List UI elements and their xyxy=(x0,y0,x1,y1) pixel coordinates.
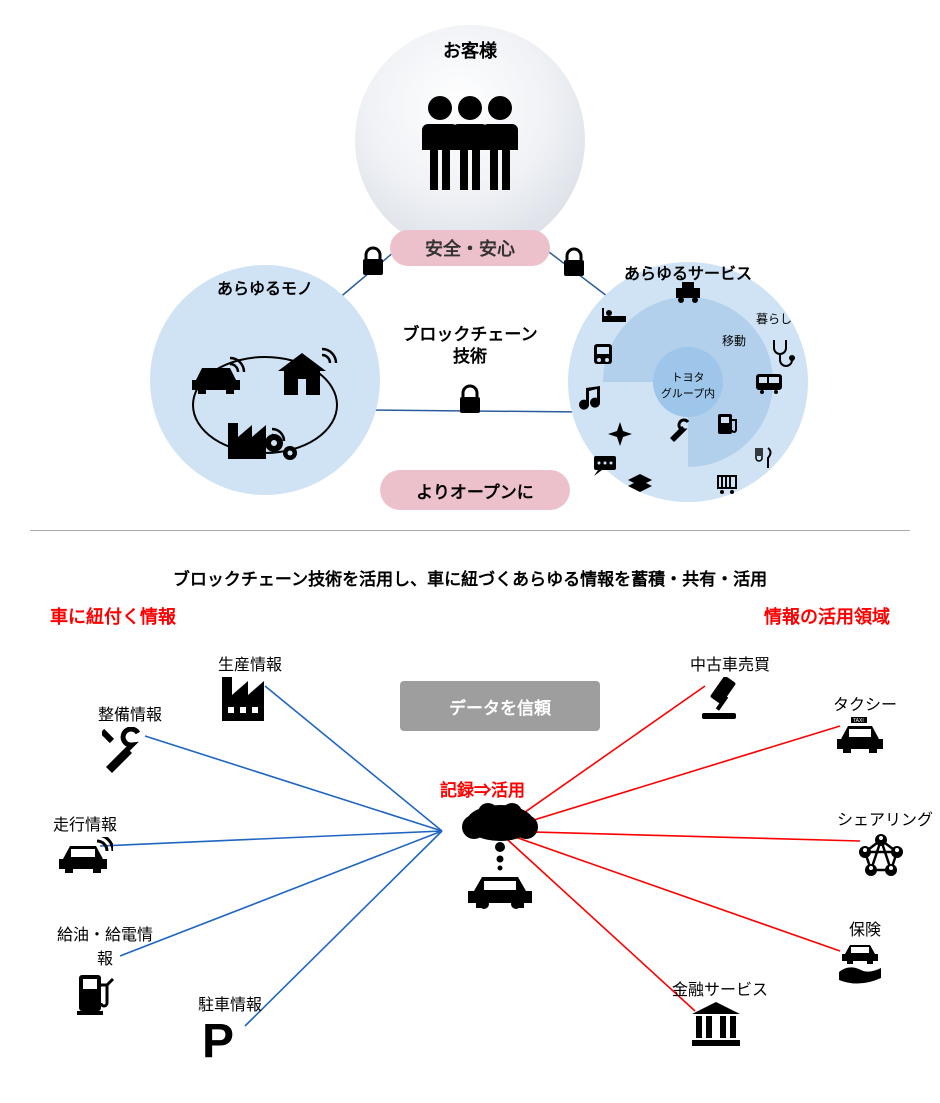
bank-icon xyxy=(692,1002,748,1050)
svg-text:P: P xyxy=(202,1017,234,1065)
things-icons xyxy=(150,275,380,505)
lock-icon xyxy=(455,384,485,416)
node-insurance: 保険 xyxy=(810,916,920,990)
factory-icon xyxy=(222,677,278,725)
lock-icon xyxy=(358,246,388,278)
open-pill: よりオープンに xyxy=(380,470,570,510)
gavel-icon xyxy=(702,677,758,725)
safety-pill: 安全・安心 xyxy=(390,230,550,266)
node-label: 給油・給電情報 xyxy=(50,921,160,969)
people-icon xyxy=(400,90,540,200)
node-taxi: タクシー TAXI xyxy=(810,691,920,765)
node-label: 中古車売買 xyxy=(675,651,785,675)
node-label: シェアリング xyxy=(830,806,940,830)
node-label: 整備情報 xyxy=(75,701,185,725)
data-trust-box: データを信頼 xyxy=(400,681,600,731)
node-sharing: シェアリング xyxy=(830,806,940,880)
services-icon-ring xyxy=(558,252,818,512)
record-use-text: 記録⇒活用 xyxy=(440,776,525,801)
parking-icon: P xyxy=(202,1017,258,1065)
triangle-diagram: お客様 安全・安心 あらゆるモノ xyxy=(0,0,940,530)
node-label: タクシー xyxy=(810,691,920,715)
node-label: 金融サービス xyxy=(665,976,775,1000)
node-finance: 金融サービス xyxy=(665,976,775,1050)
open-pill-text: よりオープンに xyxy=(416,478,534,503)
node-driving: 走行情報 xyxy=(30,811,140,885)
car-signal-icon xyxy=(57,837,113,885)
safety-pill-text: 安全・安心 xyxy=(425,235,515,261)
data-trust-text: データを信頼 xyxy=(449,694,551,719)
node-fuel: 給油・給電情報 xyxy=(50,921,160,1019)
node-parking: 駐車情報P xyxy=(175,991,285,1065)
network-icon xyxy=(857,832,913,880)
hub-diagram: ブロックチェーン技術を活用し、車に紐づくあらゆる情報を蓄積・共有・活用 車に紐付… xyxy=(30,530,910,1090)
svg-text:TAXI: TAXI xyxy=(853,718,864,724)
tools-icon xyxy=(102,727,158,775)
node-usedcar: 中古車売買 xyxy=(675,651,785,725)
car-hand-icon xyxy=(837,942,893,990)
node-label: 生産情報 xyxy=(195,651,305,675)
hub-car-cloud-icon xyxy=(440,801,560,911)
taxi-icon: TAXI xyxy=(837,717,893,765)
node-maintenance: 整備情報 xyxy=(75,701,185,775)
customer-label: お客様 xyxy=(410,37,530,63)
node-label: 駐車情報 xyxy=(175,991,285,1015)
lock-icon xyxy=(559,247,589,279)
fuel-icon xyxy=(77,971,133,1019)
node-label: 保険 xyxy=(810,916,920,940)
center-text-line2: 技術 xyxy=(400,342,540,367)
node-label: 走行情報 xyxy=(30,811,140,835)
node-production: 生産情報 xyxy=(195,651,305,725)
